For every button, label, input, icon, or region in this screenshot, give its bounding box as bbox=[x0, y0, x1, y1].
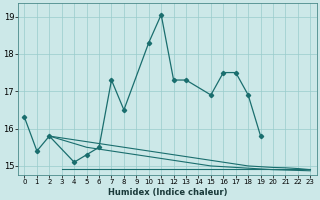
X-axis label: Humidex (Indice chaleur): Humidex (Indice chaleur) bbox=[108, 188, 227, 197]
